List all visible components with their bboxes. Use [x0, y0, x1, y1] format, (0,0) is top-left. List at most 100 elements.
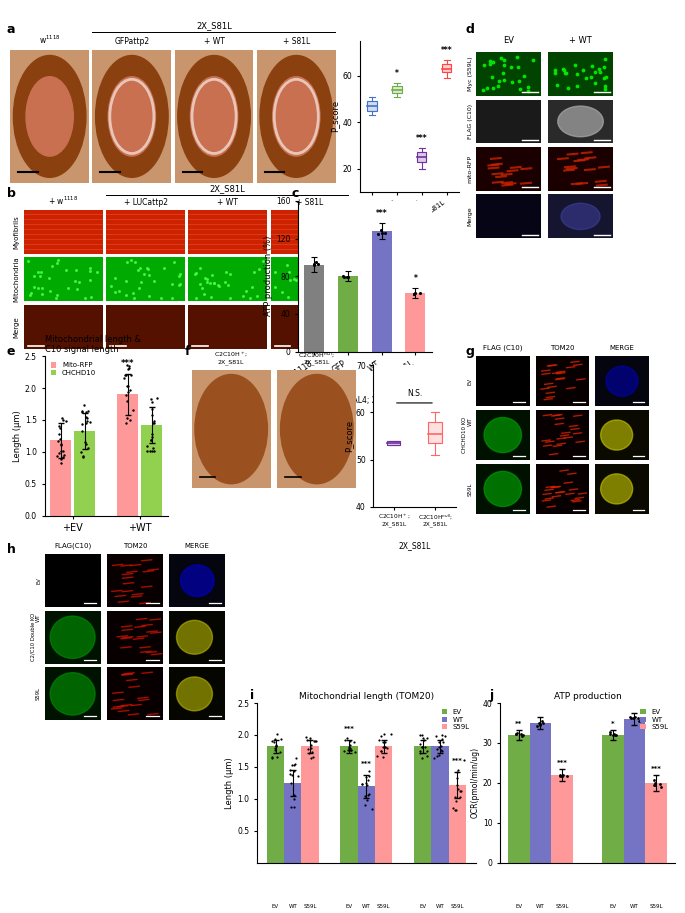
- Point: [238, 289, 249, 303]
- Point: [627, 710, 638, 725]
- Point: [79, 291, 90, 306]
- Point: [120, 274, 131, 289]
- Point: [345, 738, 356, 752]
- Point: [408, 287, 419, 301]
- Point: [562, 80, 573, 95]
- Point: [519, 68, 530, 83]
- Point: [374, 732, 385, 747]
- Point: [339, 279, 350, 294]
- Point: [363, 772, 374, 787]
- Point: [277, 285, 288, 299]
- Text: *: *: [414, 274, 417, 283]
- Point: [654, 776, 665, 791]
- Point: [349, 735, 360, 750]
- Text: *: *: [611, 721, 614, 727]
- Text: 2X_S81L: 2X_S81L: [196, 21, 232, 30]
- Text: S59L: S59L: [303, 904, 317, 909]
- Point: [288, 792, 299, 806]
- Point: [271, 740, 282, 754]
- Point: [82, 411, 92, 425]
- Point: [505, 60, 516, 75]
- Point: [599, 81, 610, 96]
- Text: MERGE: MERGE: [610, 344, 634, 351]
- Point: [554, 769, 565, 783]
- Point: [197, 281, 208, 296]
- Point: [517, 728, 528, 742]
- Point: [535, 717, 546, 731]
- Point: [625, 709, 636, 724]
- Point: [281, 257, 292, 272]
- Point: [128, 290, 139, 305]
- Point: [334, 270, 345, 285]
- Point: [366, 802, 377, 816]
- Point: [57, 450, 68, 465]
- Point: [577, 63, 588, 78]
- Point: [306, 750, 316, 765]
- Point: [205, 276, 216, 290]
- Circle shape: [484, 471, 521, 507]
- Point: [312, 257, 323, 271]
- Point: [85, 264, 96, 278]
- Point: [560, 66, 571, 80]
- Point: [377, 735, 388, 750]
- Point: [493, 74, 504, 89]
- Point: [285, 273, 296, 288]
- Text: c: c: [291, 187, 299, 200]
- Circle shape: [50, 673, 95, 715]
- Point: [143, 268, 154, 283]
- Point: [485, 53, 496, 68]
- Point: [34, 268, 45, 283]
- Point: [244, 290, 255, 305]
- Point: [447, 802, 458, 816]
- Text: a: a: [7, 23, 15, 36]
- Bar: [645, 783, 667, 863]
- Point: [33, 265, 44, 279]
- Point: [382, 741, 393, 756]
- Point: [29, 279, 40, 294]
- Point: [147, 394, 158, 409]
- Point: [55, 444, 66, 458]
- Point: [58, 413, 68, 427]
- Circle shape: [14, 56, 86, 177]
- Point: [318, 287, 329, 301]
- Text: EV: EV: [468, 378, 473, 384]
- FancyBboxPatch shape: [442, 64, 451, 72]
- Point: [25, 286, 36, 300]
- Point: [132, 263, 143, 278]
- Point: [510, 727, 521, 741]
- Point: [339, 744, 350, 759]
- Point: [511, 726, 522, 740]
- Text: + WT: + WT: [217, 198, 238, 207]
- Circle shape: [108, 77, 155, 156]
- Text: ***: ***: [440, 46, 452, 55]
- Point: [477, 83, 488, 98]
- Point: [36, 287, 47, 301]
- Point: [213, 278, 224, 293]
- Point: [436, 742, 447, 757]
- Point: [431, 729, 442, 743]
- Point: [208, 275, 219, 289]
- Point: [147, 444, 158, 458]
- Point: [434, 740, 445, 754]
- Point: [344, 740, 355, 755]
- Text: WT: WT: [288, 904, 297, 909]
- Title: Mitochondrial length (TOM20): Mitochondrial length (TOM20): [299, 692, 434, 701]
- Point: [55, 437, 66, 452]
- Point: [47, 259, 58, 274]
- Point: [630, 709, 640, 724]
- Point: [173, 278, 184, 292]
- Point: [151, 391, 162, 405]
- Point: [284, 762, 295, 777]
- Text: b: b: [7, 187, 16, 200]
- Point: [549, 62, 560, 77]
- Point: [271, 727, 282, 741]
- Point: [534, 718, 545, 732]
- Point: [29, 269, 40, 284]
- Point: [149, 274, 160, 289]
- Point: [608, 728, 619, 742]
- Point: [532, 719, 543, 733]
- Point: [330, 285, 341, 299]
- Point: [61, 262, 72, 277]
- Point: [343, 269, 354, 284]
- Point: [301, 732, 312, 747]
